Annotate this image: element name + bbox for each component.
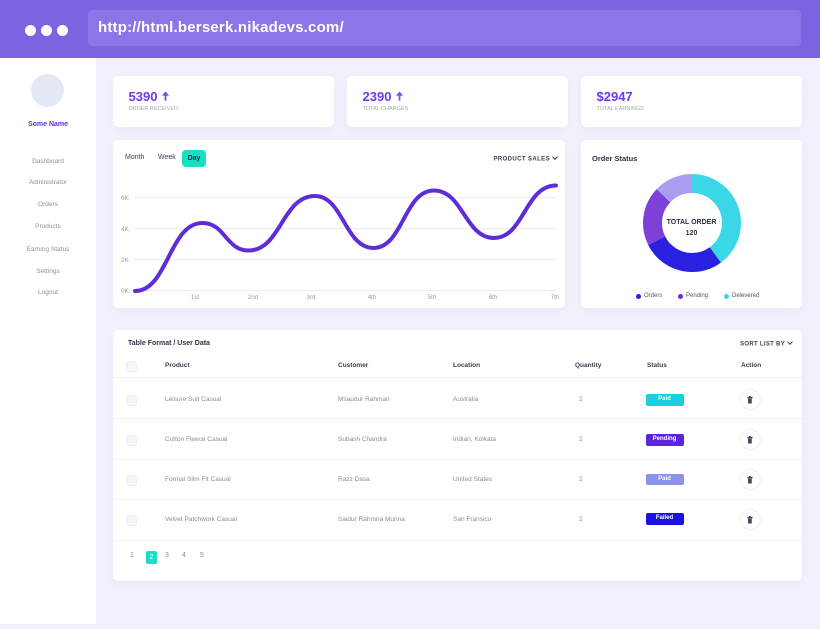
svg-text:4K: 4K — [121, 226, 130, 233]
svg-text:6K: 6K — [121, 195, 130, 202]
svg-text:2K: 2K — [121, 257, 130, 264]
svg-text:6th: 6th — [489, 295, 497, 301]
svg-text:1st: 1st — [191, 295, 199, 301]
svg-text:0K: 0K — [121, 288, 130, 295]
svg-text:5th: 5th — [428, 295, 436, 301]
svg-text:4th: 4th — [368, 295, 376, 301]
svg-text:2nd: 2nd — [248, 295, 258, 301]
svg-text:3rd: 3rd — [307, 295, 316, 301]
svg-text:7th: 7th — [551, 295, 559, 301]
